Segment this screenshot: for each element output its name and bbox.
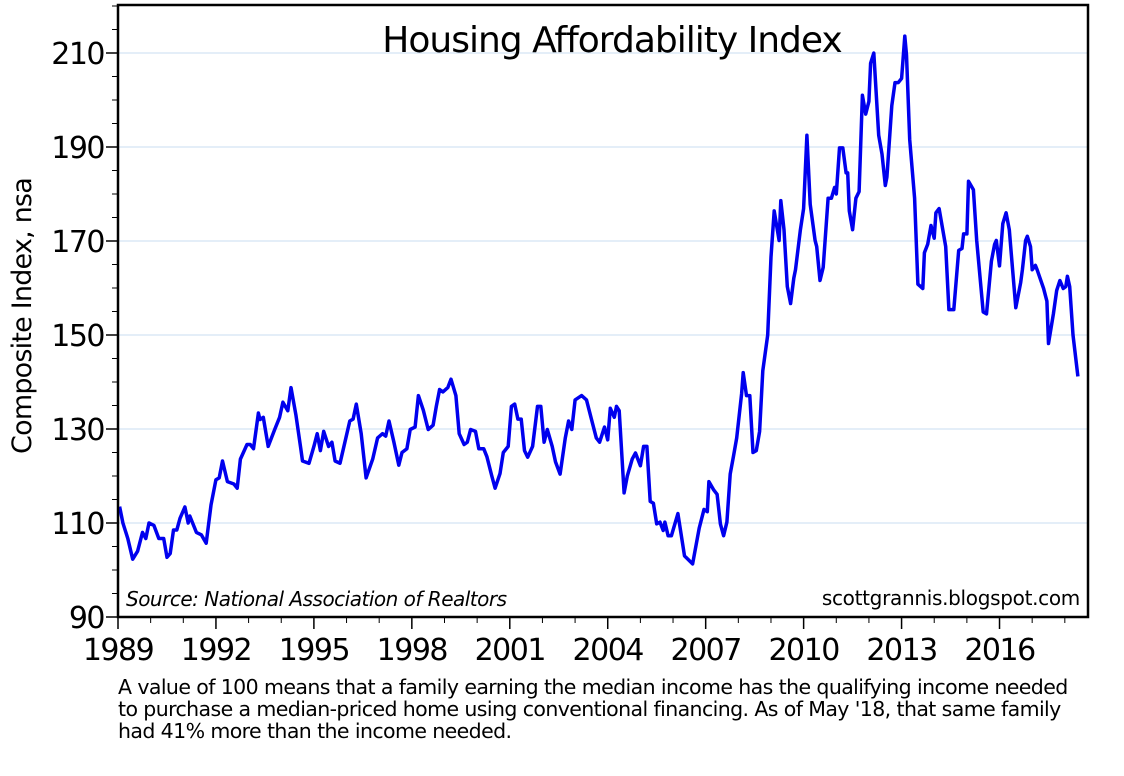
x-tick-label: 1992 [181,633,251,668]
y-tick-label: 110 [51,507,104,542]
series-line-affordability-index [117,34,1080,566]
x-tick-label: 1998 [377,633,448,668]
y-tick-label: 130 [51,413,104,448]
x-tick-label: 2001 [475,633,545,668]
x-tick-label: 2013 [866,633,936,668]
plot-frame [116,3,1090,619]
axis-ticks [106,5,1066,629]
caption-line: had 41% more than the income needed. [118,719,512,743]
gridlines [118,52,1088,524]
x-tick-label: 2010 [768,633,839,668]
caption-line: A value of 100 means that a family earni… [118,675,1068,699]
chart-caption: A value of 100 means that a family earni… [118,676,1108,742]
y-tick-label: 90 [69,601,105,636]
x-tick-label: 2016 [964,633,1035,668]
y-tick-label: 190 [51,131,104,166]
watermark-url: scottgrannis.blogspot.com [822,586,1080,610]
housing-affordability-chart: 90 110 130 150 170 190 210 1989 1992 1995 1998 2001… [7,3,1090,668]
x-tick-label: 1995 [279,633,349,668]
y-tick-label: 210 [51,37,104,72]
y-tick-label: 150 [51,319,104,354]
x-tick-label: 1989 [83,633,153,668]
axis-tick-labels: 90 110 130 150 170 190 210 1989 1992 1995 1998 2001… [51,37,1036,668]
y-axis-label: Composite Index, nsa [7,178,38,454]
series-layer [117,34,1080,566]
y-tick-label: 170 [51,225,104,260]
caption-line: to purchase a median-priced home using c… [118,697,1061,721]
x-tick-label: 2007 [671,633,741,668]
x-tick-label: 2004 [573,633,644,668]
source-note: Source: National Association of Realtors [126,587,507,611]
chart-title: Housing Affordability Index [382,20,842,61]
